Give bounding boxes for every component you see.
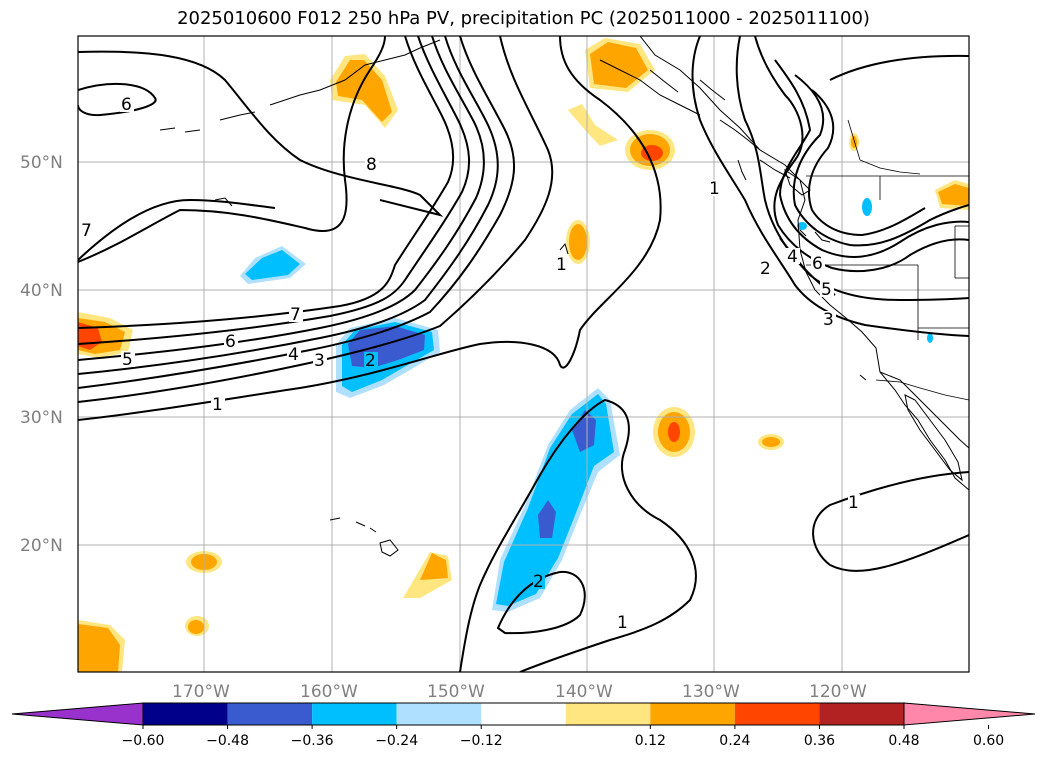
pv-label: 2 — [760, 259, 771, 279]
colorbar-segment — [396, 703, 482, 725]
pv-label: 3 — [823, 310, 834, 330]
colorbar-segment — [734, 703, 820, 725]
colorbar-tick-label: 0.12 — [635, 733, 666, 749]
precip-positive-area — [188, 620, 204, 634]
lon-label-170w: 170°W — [172, 682, 230, 702]
lat-label-30n: 30°N — [20, 408, 63, 428]
lon-label-150w: 150°W — [427, 682, 485, 702]
map-title: 2025010600 F012 250 hPa PV, precipitatio… — [177, 8, 870, 29]
colorbar-tick-label: 0.36 — [804, 733, 835, 749]
precip-negative-area — [245, 250, 300, 280]
lon-labels: 170°W 160°W 150°W 140°W 130°W 120°W — [172, 682, 867, 702]
colorbar-tick-label: −0.60 — [122, 733, 165, 749]
precip-positive-area — [762, 437, 780, 447]
precip-positive-area — [938, 184, 969, 206]
pv-label: 4 — [787, 247, 798, 267]
lon-label-120w: 120°W — [809, 682, 867, 702]
colorbar-segment — [312, 703, 397, 725]
colorbar-tick-label: −0.24 — [375, 733, 418, 749]
colorbar-extend-min — [11, 702, 144, 726]
pv-label: 7 — [81, 221, 92, 241]
precip-negative-area — [927, 333, 933, 343]
colorbar-segment — [650, 703, 735, 725]
pv-label: 1 — [212, 395, 223, 415]
lat-label-50n: 50°N — [20, 153, 63, 173]
colorbar-segment — [565, 703, 651, 725]
precip-positive-area — [78, 624, 120, 672]
colorbar-segment — [143, 703, 228, 725]
colorbar-tick-label: −0.12 — [460, 733, 503, 749]
colorbar-outline — [142, 702, 905, 726]
lon-label-140w: 140°W — [555, 682, 613, 702]
colorbar-segment — [227, 703, 313, 725]
pv-label: 1 — [617, 613, 628, 633]
precip-negative-area — [797, 222, 807, 230]
precip-positive-area — [641, 145, 663, 161]
colorbar-segment — [481, 703, 566, 725]
pv-label: 7 — [290, 305, 301, 325]
lat-labels: 50°N 40°N 30°N 20°N — [20, 153, 63, 556]
lat-label-20n: 20°N — [20, 536, 63, 556]
precip-negative-area — [572, 410, 596, 452]
precip-negative-area — [538, 500, 556, 538]
lon-label-160w: 160°W — [300, 682, 358, 702]
pv-label: 3 — [314, 351, 325, 371]
pv-label: 1 — [556, 255, 567, 275]
lon-label-130w: 130°W — [682, 682, 740, 702]
precip-positive-area — [668, 422, 680, 442]
colorbar-extend-max — [903, 702, 1036, 726]
colorbar-tick-label: 0.24 — [719, 733, 750, 749]
precip-positive-area — [568, 104, 618, 146]
pv-label: 6 — [812, 254, 823, 274]
colorbar: −0.60 −0.48 −0.36 −0.24 −0.12 0.12 0.24 0.36 0.4… — [11, 702, 1036, 749]
pv-label: 1 — [848, 493, 859, 513]
colorbar-tick-label: −0.48 — [206, 733, 249, 749]
colorbar-tick-label: −0.36 — [291, 733, 334, 749]
precip-negative-area — [862, 198, 872, 216]
precip-positive-area — [336, 60, 392, 122]
precip-positive-area — [420, 553, 448, 580]
coastlines — [159, 36, 969, 557]
pv-label: 2 — [365, 351, 376, 371]
pv-label: 6 — [225, 332, 236, 352]
lat-label-40n: 40°N — [20, 281, 63, 301]
pv-label: 4 — [288, 345, 299, 365]
pv-label: 1 — [709, 179, 720, 199]
pv-contours — [78, 36, 969, 672]
pv-contour-labels: 6 8 7 7 6 5 4 3 2 1 1 1 1 2 — [80, 95, 860, 633]
precip-positive-area — [569, 224, 587, 260]
pv-label: 2 — [533, 572, 544, 592]
precip-fills — [78, 38, 969, 672]
map-frame — [77, 35, 970, 673]
pv-label: 5 — [122, 350, 133, 370]
pv-label: 6 — [121, 95, 132, 115]
colorbar-tick-label: 0.48 — [888, 733, 919, 749]
pv-label: 5 — [821, 280, 832, 300]
colorbar-segment — [819, 703, 904, 725]
pv-label: 8 — [366, 155, 377, 175]
colorbar-tick-label: 0.60 — [973, 733, 1004, 749]
